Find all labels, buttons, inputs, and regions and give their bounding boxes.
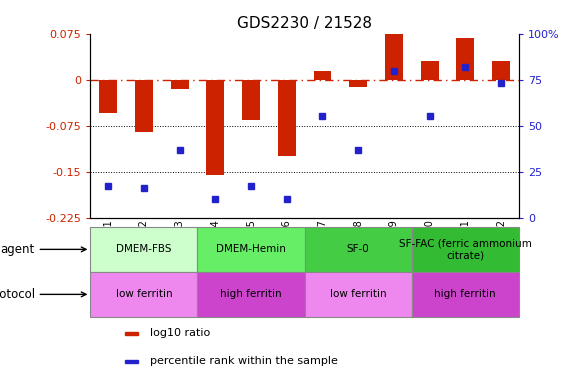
Bar [456, 38, 474, 80]
Text: growth protocol: growth protocol [0, 288, 86, 301]
Bar [90, 227, 126, 272]
Text: high ferritin: high ferritin [220, 290, 282, 299]
Text: SF-0: SF-0 [347, 244, 370, 254]
Text: DMEM-FBS: DMEM-FBS [116, 244, 171, 254]
Text: agent: agent [1, 243, 86, 256]
Bar [448, 227, 483, 272]
Text: SF-FAC (ferric ammonium
citrate): SF-FAC (ferric ammonium citrate) [399, 238, 532, 260]
Title: GDS2230 / 21528: GDS2230 / 21528 [237, 16, 372, 31]
Bar [421, 62, 438, 80]
Bar [206, 80, 224, 175]
Bar [412, 272, 519, 317]
Bar [198, 227, 233, 272]
Bar [125, 332, 138, 335]
Bar [412, 227, 448, 272]
Bar [242, 80, 260, 120]
Bar [269, 227, 304, 272]
Bar [278, 80, 296, 156]
Text: DMEM-Hemin: DMEM-Hemin [216, 244, 286, 254]
Bar [385, 34, 403, 80]
Bar [99, 80, 117, 113]
Bar [198, 227, 304, 272]
Bar [135, 80, 153, 132]
Bar [376, 227, 412, 272]
Bar [304, 272, 412, 317]
Text: low ferritin: low ferritin [115, 290, 172, 299]
Bar [340, 227, 376, 272]
Bar [198, 272, 304, 317]
Bar [161, 227, 198, 272]
Bar [412, 227, 519, 272]
Text: log10 ratio: log10 ratio [150, 328, 210, 338]
Bar [125, 360, 138, 363]
Bar [304, 227, 412, 272]
Text: percentile rank within the sample: percentile rank within the sample [150, 356, 338, 366]
Bar [126, 227, 161, 272]
Bar [349, 80, 367, 87]
Bar [90, 272, 198, 317]
Bar [171, 80, 188, 89]
Bar [314, 70, 331, 80]
Text: low ferritin: low ferritin [330, 290, 387, 299]
Bar [233, 227, 269, 272]
Bar [492, 62, 510, 80]
Bar [483, 227, 519, 272]
Bar [304, 227, 340, 272]
Bar [90, 227, 198, 272]
Text: high ferritin: high ferritin [434, 290, 496, 299]
